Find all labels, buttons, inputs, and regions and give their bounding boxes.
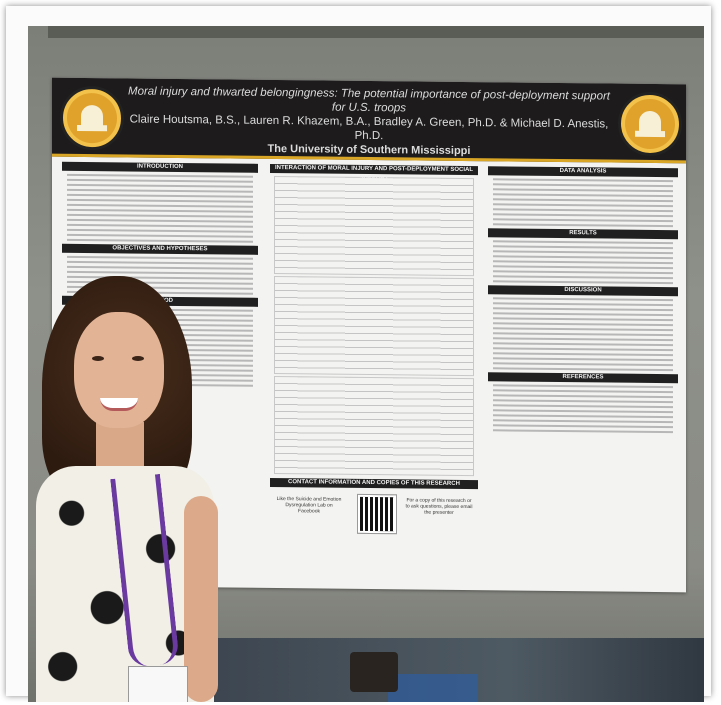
presenter-eye-right [132,356,144,361]
contact-facebook-text: Like the Suicide and Emotion Dysregulati… [274,496,344,515]
poster-right-column: DATA ANALYSIS RESULTS DISCUSSION REFEREN… [488,166,678,436]
name-badge [128,666,188,702]
section-heading-hypotheses: OBJECTIVES AND HYPOTHESES [62,244,258,255]
results-table-2 [274,276,474,376]
board-top-edge [48,26,704,38]
poster-center-column: INTERACTION OF MORAL INJURY AND POST-DEP… [270,164,478,542]
photo-frame: Moral injury and thwarted belongingness:… [6,6,711,696]
section-heading-contact: CONTACT INFORMATION AND COPIES OF THIS R… [270,478,478,489]
section-heading-discussion: DISCUSSION [488,285,678,296]
section-heading-data-analysis: DATA ANALYSIS [488,166,678,177]
section-heading-introduction: INTRODUCTION [62,162,258,173]
results-table-1 [274,176,474,276]
poster-title-block: Moral injury and thwarted belongingness:… [122,84,616,159]
section-heading-results: RESULTS [488,228,678,239]
university-seal-left [60,86,124,151]
section-heading-references: REFERENCES [488,372,678,383]
presenter-eye-left [92,356,104,361]
background-person-legs [350,652,398,692]
section-heading-interaction: INTERACTION OF MORAL INJURY AND POST-DEP… [270,164,478,175]
qr-code [358,495,396,533]
results-table-3 [274,376,474,476]
poster-banner: Moral injury and thwarted belongingness:… [52,78,686,164]
floor-marking [388,674,478,702]
university-seal-right [618,92,682,157]
presenter-arm [184,496,218,702]
photo: Moral injury and thwarted belongingness:… [28,26,704,702]
contact-email-text: For a copy of this research or to ask qu… [404,497,474,516]
